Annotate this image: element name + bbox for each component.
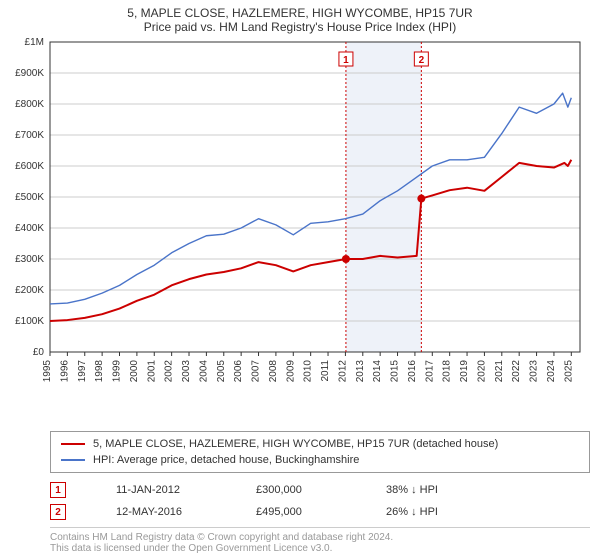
sale-date: 12-MAY-2016 (116, 506, 216, 518)
footer: Contains HM Land Registry data © Crown c… (50, 527, 590, 554)
svg-text:2023: 2023 (529, 360, 540, 383)
svg-text:2016: 2016 (407, 360, 418, 383)
svg-text:2021: 2021 (494, 360, 505, 383)
svg-text:2005: 2005 (216, 360, 227, 383)
svg-text:1: 1 (343, 55, 349, 66)
sale-row: 2 12-MAY-2016 £495,000 26% ↓ HPI (50, 501, 590, 523)
svg-text:2015: 2015 (390, 360, 401, 383)
svg-text:£600K: £600K (15, 161, 44, 172)
svg-text:2018: 2018 (442, 360, 453, 383)
svg-text:£100K: £100K (15, 316, 44, 327)
sale-price: £495,000 (256, 506, 346, 518)
svg-text:£200K: £200K (15, 285, 44, 296)
svg-text:2009: 2009 (285, 360, 296, 383)
svg-text:2020: 2020 (476, 360, 487, 383)
legend: 5, MAPLE CLOSE, HAZLEMERE, HIGH WYCOMBE,… (50, 431, 590, 473)
svg-text:2001: 2001 (146, 360, 157, 383)
sale-hpi: 38% ↓ HPI (386, 484, 438, 496)
svg-text:2019: 2019 (459, 360, 470, 383)
svg-text:2003: 2003 (181, 360, 192, 383)
svg-text:2014: 2014 (372, 360, 383, 383)
sale-number-box: 1 (50, 482, 66, 498)
svg-text:£0: £0 (33, 347, 45, 358)
sale-row: 1 11-JAN-2012 £300,000 38% ↓ HPI (50, 479, 590, 501)
page-title: 5, MAPLE CLOSE, HAZLEMERE, HIGH WYCOMBE,… (0, 6, 600, 20)
svg-text:2004: 2004 (198, 360, 209, 383)
svg-text:2022: 2022 (511, 360, 522, 383)
sale-price: £300,000 (256, 484, 346, 496)
svg-text:£800K: £800K (15, 99, 44, 110)
svg-text:2025: 2025 (563, 360, 574, 383)
svg-text:£500K: £500K (15, 192, 44, 203)
footer-line2: This data is licensed under the Open Gov… (50, 543, 590, 554)
svg-text:1996: 1996 (59, 360, 70, 383)
svg-text:£300K: £300K (15, 254, 44, 265)
svg-text:2024: 2024 (546, 360, 557, 383)
legend-label: HPI: Average price, detached house, Buck… (93, 454, 359, 466)
svg-text:2000: 2000 (129, 360, 140, 383)
sale-hpi: 26% ↓ HPI (386, 506, 438, 518)
svg-text:1997: 1997 (77, 360, 88, 383)
svg-text:1999: 1999 (112, 360, 123, 383)
svg-text:£700K: £700K (15, 130, 44, 141)
svg-text:2013: 2013 (355, 360, 366, 383)
svg-text:2002: 2002 (164, 360, 175, 383)
svg-text:2011: 2011 (320, 360, 331, 382)
svg-text:£1M: £1M (25, 37, 44, 48)
page-subtitle: Price paid vs. HM Land Registry's House … (0, 20, 600, 34)
legend-swatch (61, 459, 85, 461)
legend-item: HPI: Average price, detached house, Buck… (61, 452, 579, 468)
svg-text:2017: 2017 (424, 360, 435, 383)
legend-swatch (61, 443, 85, 445)
svg-text:2010: 2010 (303, 360, 314, 383)
svg-text:2008: 2008 (268, 360, 279, 383)
svg-text:2: 2 (419, 55, 425, 66)
svg-text:1998: 1998 (94, 360, 105, 383)
legend-item: 5, MAPLE CLOSE, HAZLEMERE, HIGH WYCOMBE,… (61, 436, 579, 452)
svg-text:1995: 1995 (42, 360, 53, 383)
svg-text:2007: 2007 (251, 360, 262, 383)
sale-date: 11-JAN-2012 (116, 484, 216, 496)
svg-text:£900K: £900K (15, 68, 44, 79)
price-chart: £0 £100K £200K £300K £400K £500K £600K £700K £80… (0, 36, 600, 425)
svg-text:£400K: £400K (15, 223, 44, 234)
sales-table: 1 11-JAN-2012 £300,000 38% ↓ HPI 2 12-MAY-201… (50, 479, 590, 523)
sale-number-box: 2 (50, 504, 66, 520)
svg-text:2006: 2006 (233, 360, 244, 383)
footer-line1: Contains HM Land Registry data © Crown c… (50, 532, 590, 543)
svg-text:2012: 2012 (337, 360, 348, 383)
legend-label: 5, MAPLE CLOSE, HAZLEMERE, HIGH WYCOMBE,… (93, 438, 498, 450)
